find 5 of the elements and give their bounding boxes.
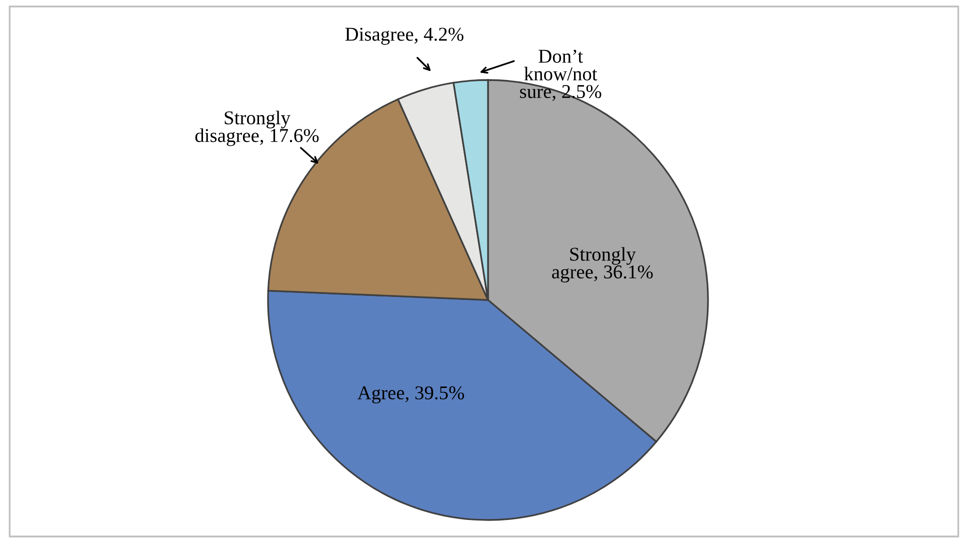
slice-label: Agree, 39.5% bbox=[357, 386, 464, 404]
slice-label: Strongly agree, 36.1% bbox=[552, 247, 653, 282]
slice-label: Don’t know/not sure, 2.5% bbox=[520, 50, 602, 101]
slice-label: Strongly disagree, 17.6% bbox=[195, 110, 319, 146]
slice-label: Disagree, 4.2% bbox=[345, 28, 464, 45]
